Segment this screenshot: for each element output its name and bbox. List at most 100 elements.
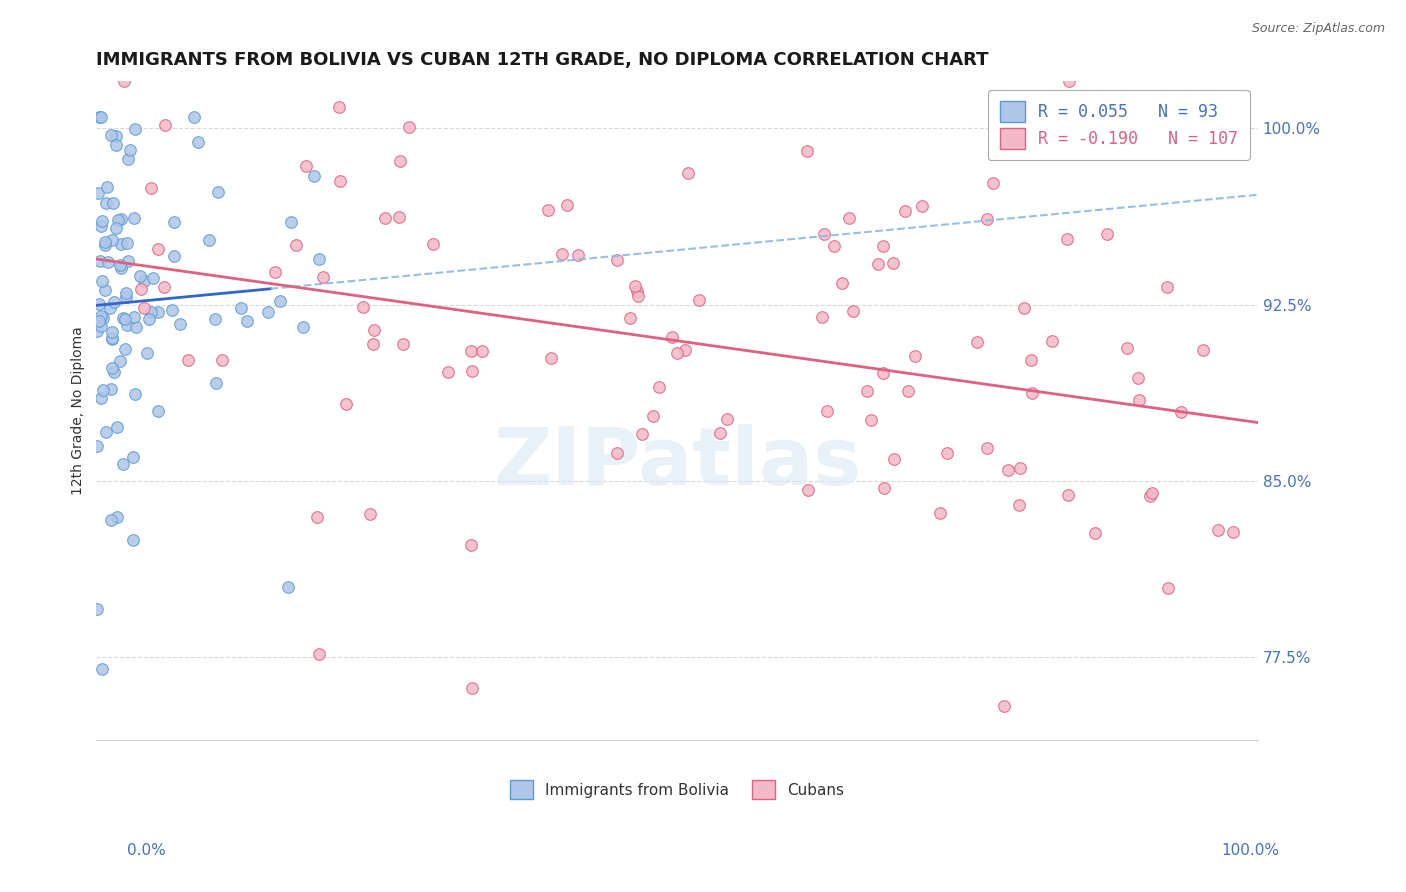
Point xyxy=(1007,498,1029,512)
Point xyxy=(93,283,115,297)
Point xyxy=(1156,280,1178,294)
Point xyxy=(101,326,124,340)
Legend: Immigrants from Bolivia, Cubans: Immigrants from Bolivia, Cubans xyxy=(498,768,856,811)
Point xyxy=(815,404,838,418)
Point xyxy=(882,256,904,270)
Point xyxy=(328,99,350,113)
Point xyxy=(1115,341,1137,355)
Point xyxy=(555,198,578,212)
Point xyxy=(90,219,112,233)
Point xyxy=(872,239,894,253)
Point xyxy=(125,320,148,334)
Point xyxy=(101,331,124,345)
Point xyxy=(981,176,1004,190)
Point xyxy=(910,199,932,213)
Point xyxy=(673,343,696,357)
Point xyxy=(1057,74,1080,88)
Point xyxy=(90,110,112,124)
Point xyxy=(997,462,1019,476)
Point xyxy=(422,237,444,252)
Point xyxy=(132,301,155,316)
Point xyxy=(139,180,162,194)
Point xyxy=(627,289,650,303)
Point xyxy=(305,509,328,524)
Point xyxy=(101,233,124,247)
Point xyxy=(966,335,988,350)
Point xyxy=(89,253,111,268)
Point xyxy=(1019,353,1042,368)
Point xyxy=(1170,405,1192,419)
Point xyxy=(91,213,114,227)
Point xyxy=(110,236,132,251)
Point xyxy=(231,301,253,316)
Point xyxy=(630,427,652,442)
Point xyxy=(873,481,896,495)
Point xyxy=(1012,301,1035,316)
Point xyxy=(540,351,562,365)
Point xyxy=(110,211,132,226)
Point xyxy=(124,387,146,401)
Point xyxy=(100,128,122,142)
Point xyxy=(868,257,890,271)
Point xyxy=(1008,460,1031,475)
Point xyxy=(308,647,330,661)
Point xyxy=(643,409,665,423)
Point xyxy=(122,450,145,465)
Point xyxy=(94,238,117,252)
Point xyxy=(813,227,835,242)
Point xyxy=(112,310,135,325)
Point xyxy=(291,320,314,334)
Point xyxy=(114,286,136,301)
Point xyxy=(121,533,143,547)
Point xyxy=(352,301,374,315)
Point xyxy=(860,413,883,427)
Point xyxy=(810,310,832,324)
Point xyxy=(872,366,894,380)
Point xyxy=(460,344,482,359)
Point xyxy=(207,186,229,200)
Point xyxy=(436,365,458,379)
Point xyxy=(110,354,132,368)
Point xyxy=(120,143,142,157)
Point xyxy=(269,294,291,309)
Point xyxy=(688,293,710,308)
Text: 0.0%: 0.0% xyxy=(127,843,166,858)
Point xyxy=(115,318,138,332)
Point xyxy=(100,513,122,527)
Point xyxy=(101,332,124,346)
Point xyxy=(619,311,641,326)
Point xyxy=(295,159,318,173)
Point xyxy=(114,342,136,356)
Point xyxy=(107,420,129,434)
Point xyxy=(177,352,200,367)
Point xyxy=(105,137,128,152)
Point xyxy=(648,379,671,393)
Point xyxy=(97,254,120,268)
Point xyxy=(136,345,159,359)
Point xyxy=(308,252,330,266)
Point xyxy=(104,221,127,235)
Point xyxy=(138,312,160,326)
Point xyxy=(89,313,111,327)
Point xyxy=(146,305,169,319)
Point xyxy=(94,196,117,211)
Point xyxy=(665,346,688,360)
Point xyxy=(112,74,135,88)
Point xyxy=(103,365,125,379)
Point xyxy=(280,215,302,229)
Text: Source: ZipAtlas.com: Source: ZipAtlas.com xyxy=(1251,22,1385,36)
Point xyxy=(1095,227,1118,241)
Point xyxy=(606,253,628,268)
Point xyxy=(122,211,145,225)
Point xyxy=(363,322,385,336)
Point xyxy=(461,363,484,377)
Point xyxy=(277,580,299,594)
Point xyxy=(90,662,112,676)
Point xyxy=(264,265,287,279)
Point xyxy=(131,282,153,296)
Point xyxy=(567,248,589,262)
Point xyxy=(398,120,420,135)
Point xyxy=(115,235,138,250)
Point xyxy=(87,110,110,124)
Point xyxy=(153,280,176,294)
